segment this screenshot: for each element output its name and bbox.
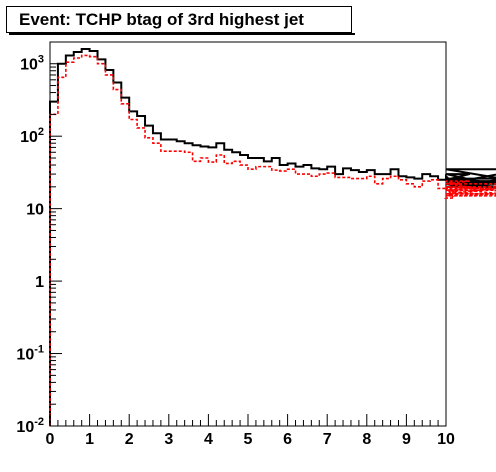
axis-tick-labels: 0 1 2 3 4 5 6 7 8 9 10 10-2 10-1 1 10 102 103 [16, 54, 455, 448]
series-solid-line [49, 47, 496, 426]
x-tick-label: 2 [125, 431, 134, 448]
chart-title-box: Event: TCHP btag of 3rd highest jet [6, 6, 355, 35]
x-tick-label: 7 [323, 431, 332, 448]
y-tick-label: 10-2 [16, 416, 44, 436]
x-tick-label: 5 [244, 431, 253, 448]
title-box-shadow [9, 33, 355, 35]
y-tick-label: 103 [20, 54, 44, 74]
x-tick-label: 3 [164, 431, 173, 448]
chart-title: Event: TCHP btag of 3rd highest jet [19, 10, 304, 29]
histogram-series [49, 47, 496, 426]
axes-frame [49, 41, 447, 427]
y-tick-label: 1 [35, 274, 44, 291]
series-dashed-line [49, 54, 496, 426]
x-tick-label: 1 [85, 431, 94, 448]
axis-ticks [49, 63, 447, 427]
y-tick-label: 10 [26, 202, 44, 219]
x-tick-label: 0 [46, 431, 55, 448]
x-tick-label: 8 [362, 431, 371, 448]
y-tick-label: 10-1 [16, 344, 44, 364]
x-tick-label: 4 [204, 431, 213, 448]
x-tick-label: 9 [402, 431, 411, 448]
x-tick-label: 10 [437, 431, 455, 448]
plot-frame [49, 41, 447, 427]
y-tick-label: 102 [20, 126, 44, 146]
x-tick-label: 6 [283, 431, 292, 448]
